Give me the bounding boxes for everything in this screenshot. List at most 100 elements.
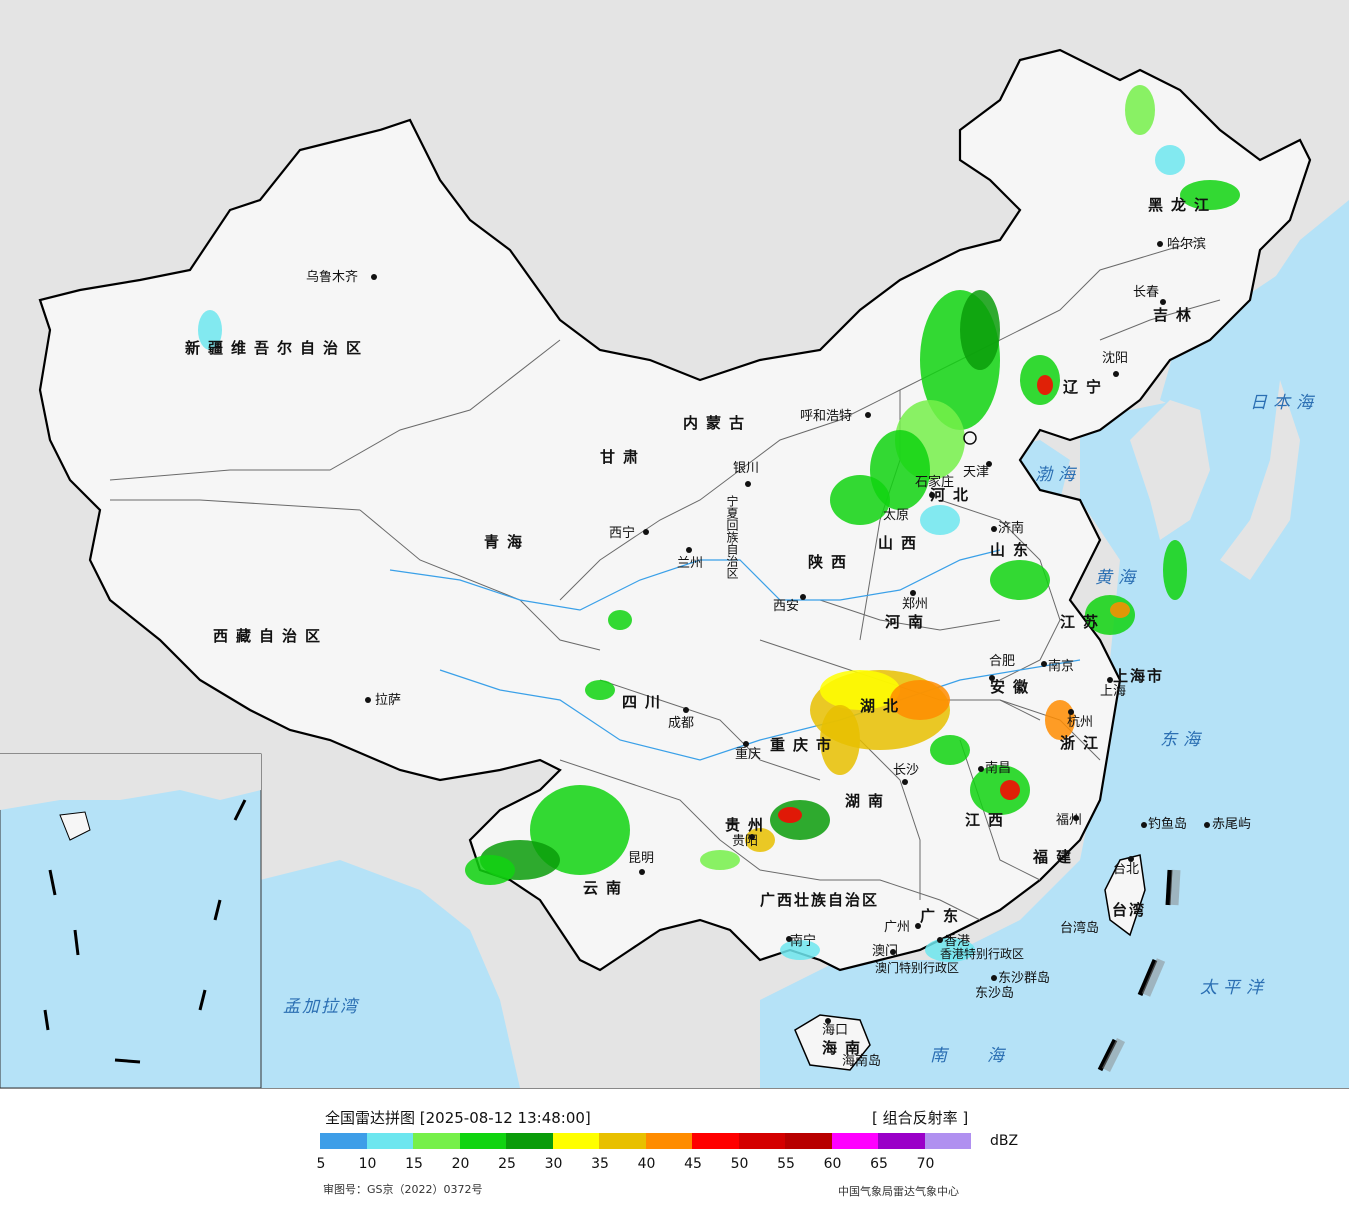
label-guizhou: 贵州: [725, 816, 771, 834]
city-label-28: 澳门: [872, 943, 898, 959]
legend-swatch-2: [413, 1133, 460, 1149]
legend-swatch-1: [366, 1133, 413, 1149]
province-borders: [109, 239, 1221, 921]
label-henan: 河南: [885, 613, 931, 631]
city-label-35: 海南岛: [842, 1053, 881, 1069]
radar-echo-21: [745, 828, 775, 852]
radar-echo-20: [778, 807, 802, 823]
city-marker-12: [910, 590, 916, 596]
label-shanghai: 上海市: [1113, 667, 1164, 685]
city-label-29: 海口: [822, 1023, 848, 1038]
city-marker-32: [1204, 822, 1210, 828]
city-marker-28: [890, 949, 896, 955]
city-label-1: 哈尔滨: [1167, 236, 1206, 252]
radar-echo-33: [780, 940, 820, 960]
city-marker-7: [929, 492, 935, 498]
city-marker-30: [1128, 856, 1134, 862]
south-china-sea-inset: [0, 753, 262, 1088]
radar-echo-32: [925, 938, 975, 962]
legend-swatch-13: [924, 1133, 971, 1149]
label-hebei: 河北: [930, 486, 976, 504]
label-sichuan: 四川: [622, 693, 668, 711]
legend-tick-5: 5: [316, 1156, 326, 1172]
city-label-6: 天津: [963, 465, 989, 480]
radar-echo-11: [990, 560, 1050, 600]
japan-sea-area: [1160, 250, 1349, 470]
label-neimenggu: 内蒙古: [683, 414, 752, 432]
city-marker-1: [1157, 241, 1163, 247]
legend-tick-50: 50: [730, 1156, 749, 1172]
radar-echo-28: [585, 680, 615, 700]
japan-land: [1220, 380, 1300, 580]
label-yunnan: 云南: [583, 879, 629, 897]
city-label-18: 成都: [668, 716, 694, 731]
city-marker-31: [1141, 822, 1147, 828]
label-hongkong-sar: 香港特别行政区: [940, 946, 1024, 961]
city-label-37: 太原: [883, 508, 909, 523]
legend-tick-35: 35: [591, 1156, 609, 1172]
label-jiangxi: 江西: [965, 811, 1011, 829]
city-label-0: 乌鲁木齐: [306, 269, 358, 285]
city-label-2: 长春: [1133, 285, 1159, 300]
city-label-31: 钓鱼岛: [1148, 816, 1187, 832]
bay-of-bengal-area: [260, 860, 520, 1088]
city-label-5: 银川: [733, 461, 759, 476]
city-marker-17: [365, 697, 371, 703]
legend-credit: 中国气象局雷达气象中心: [838, 1185, 959, 1198]
city-label-24: 昆明: [628, 851, 654, 866]
legend-swatch-8: [692, 1133, 739, 1149]
city-marker-15: [1107, 677, 1113, 683]
legend-tick-25: 25: [498, 1156, 516, 1172]
legend-tick-40: 40: [637, 1156, 656, 1172]
city-label-36: 台湾岛: [1060, 920, 1099, 936]
label-xizang: 西藏自治区: [213, 627, 328, 645]
city-label-25: 南宁: [790, 933, 816, 949]
legend-product: [ 组合反射率 ]: [872, 1109, 969, 1127]
radar-echo-19: [770, 800, 830, 840]
radar-echo-14: [1163, 540, 1187, 600]
label-japan-sea: 日本海: [1250, 393, 1319, 413]
legend-tick-15: 15: [405, 1156, 423, 1172]
legend-tick-10: 10: [358, 1156, 377, 1172]
radar-echo-8: [1180, 180, 1240, 210]
city-marker-18: [683, 707, 689, 713]
city-marker-24: [639, 869, 645, 875]
label-hunan: 湖南: [845, 792, 891, 810]
city-marker-16: [1068, 709, 1074, 715]
legend-swatch-6: [599, 1133, 646, 1149]
label-zhejiang: 浙江: [1060, 734, 1106, 752]
legend-tick-70: 70: [916, 1156, 935, 1172]
label-chongqing: 重庆市: [770, 736, 839, 754]
label-fujian: 福建: [1032, 848, 1079, 866]
legend-tick-55: 55: [777, 1156, 795, 1172]
city-label-3: 沈阳: [1102, 351, 1128, 366]
radar-echo-27: [465, 855, 515, 885]
label-macau-sar: 澳门特别行政区: [875, 960, 959, 975]
city-marker-33: [991, 975, 997, 981]
label-guangxi: 广西壮族自治区: [760, 891, 879, 909]
label-anhui: 安徽: [990, 678, 1036, 696]
city-label-13: 合肥: [989, 654, 1015, 669]
city-label-16: 杭州: [1067, 715, 1093, 730]
radar-echo-17: [890, 680, 950, 720]
radar-echo-layer: [198, 85, 1240, 962]
legend-title: 全国雷达拼图 [2025-08-12 13:48:00]: [325, 1109, 591, 1127]
city-marker-26: [915, 923, 921, 929]
city-label-12: 郑州: [902, 597, 928, 612]
maritime-boundary-shadow: [1101, 869, 1181, 1073]
city-label-7: 石家庄: [915, 474, 954, 490]
label-ningxia: 宁夏回族自治区: [725, 494, 739, 579]
rivers: [389, 549, 1081, 761]
maritime-boundary: [1097, 869, 1173, 1072]
capital-marker-icon: [963, 431, 977, 445]
legend-swatch-7: [645, 1133, 692, 1149]
city-label-10: 兰州: [677, 556, 703, 571]
city-label-8: 济南: [998, 520, 1024, 536]
legend-approval: 审图号：GS京（2022）0372号: [323, 1183, 483, 1196]
label-guangdong: 广东: [920, 907, 966, 925]
radar-echo-9: [1155, 145, 1185, 175]
city-marker-19: [743, 741, 749, 747]
legend-swatch-3: [459, 1133, 506, 1149]
city-label-9: 西宁: [609, 525, 635, 541]
